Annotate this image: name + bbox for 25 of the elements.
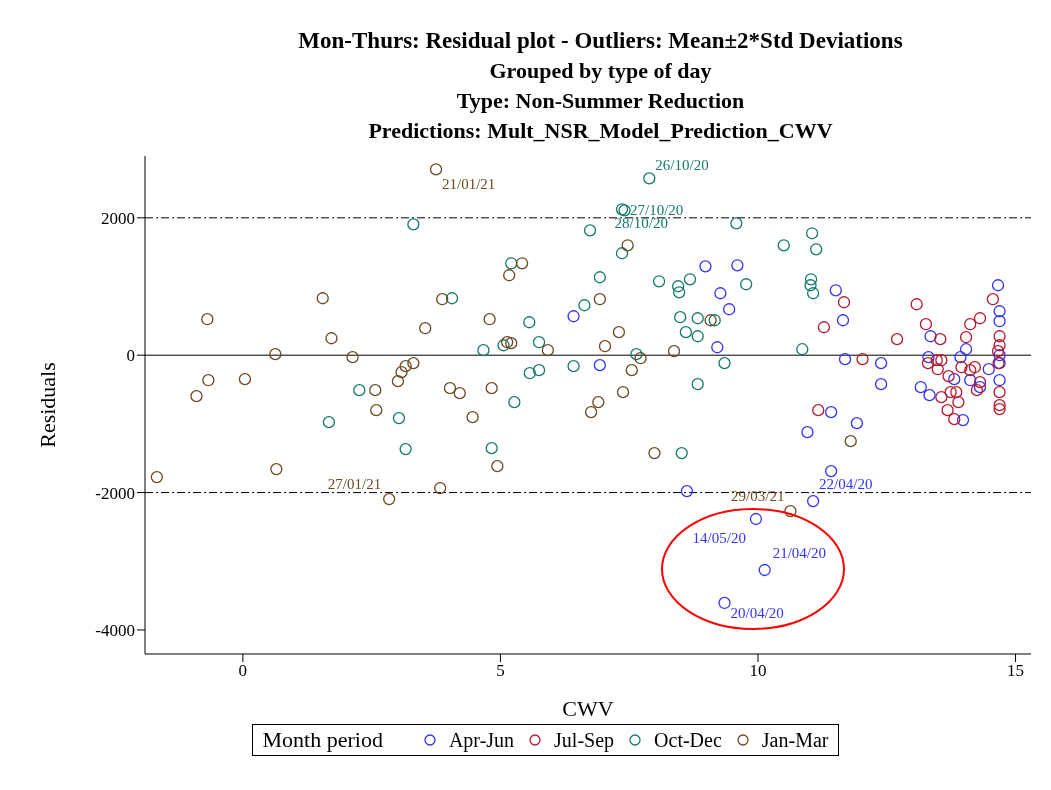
annotation: 27/01/21	[327, 476, 382, 493]
annotation: 29/03/21	[731, 488, 785, 505]
x-tick-label: 10	[749, 661, 767, 681]
annotation: 22/04/20	[819, 476, 873, 493]
annotation: 14/05/20	[692, 530, 746, 547]
y-tick-label: -2000	[95, 483, 135, 503]
annotation: 21/04/20	[772, 544, 827, 561]
y-tick-label: 0	[126, 346, 135, 366]
legend-label: Jul-Sep	[554, 728, 615, 752]
legend-label: Oct-Dec	[654, 728, 722, 752]
legend-label: Apr-Jun	[448, 728, 515, 752]
y-tick-label: 2000	[101, 208, 135, 228]
x-tick-label: 15	[1007, 661, 1025, 681]
legend-label: Jan-Mar	[761, 728, 829, 752]
annotation: 20/04/20	[730, 604, 784, 621]
legend-title: Month period	[262, 727, 383, 753]
y-tick-label: -4000	[95, 620, 135, 640]
annotation: 21/01/21	[442, 176, 496, 193]
x-tick-label: 0	[238, 661, 248, 681]
chart-subtitle: Grouped by type of day Type: Non-Summer Reduction Predictions: Mult_NSR_Model_Prediction_CWV	[367, 57, 834, 145]
x-axis-title: CWV	[562, 696, 614, 721]
y-axis-title: Residuals	[34, 362, 60, 448]
chart-title: Mon-Thurs: Residual plot - Outliers: Mean±2*Std Deviations	[297, 27, 904, 55]
x-tick-label: 5	[496, 661, 505, 681]
annotation: 26/10/20	[655, 157, 709, 174]
